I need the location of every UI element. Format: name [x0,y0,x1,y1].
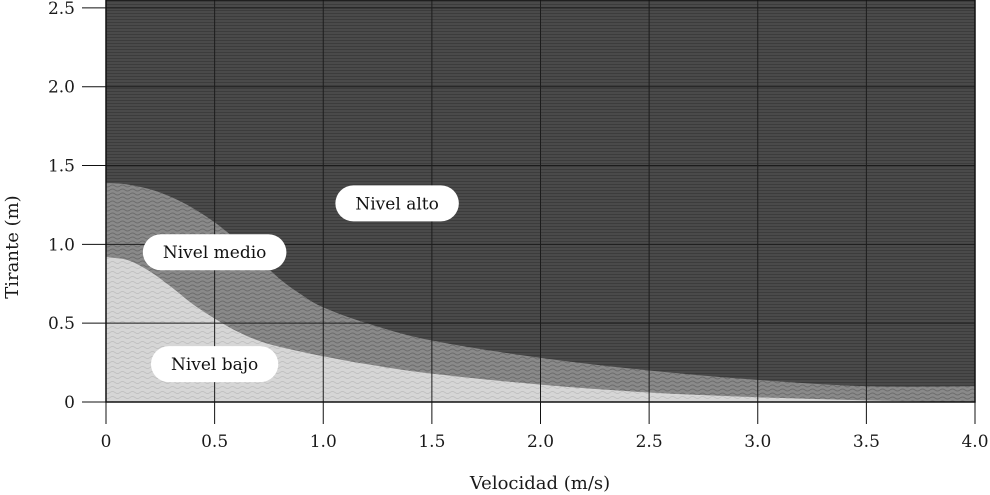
x-tick-label: 2.0 [527,432,554,452]
x-tick-label: 3.5 [853,432,880,452]
zone-label-nivel-bajo: Nivel bajo [150,346,279,383]
y-tick-label: 1.0 [48,235,75,255]
y-tick-label: 0.5 [48,314,75,334]
x-tick-label: 3.0 [744,432,771,452]
y-tick-label: 2.5 [48,0,75,19]
x-axis-title: Velocidad (m/s) [469,473,610,494]
zone-label-nivel-alto: Nivel alto [335,185,459,222]
y-axis: 0 0.5 1.0 1.5 2.0 2.5 [48,0,106,413]
chart-grid [106,0,975,402]
x-tick-label: 0 [101,432,112,452]
x-tick-label: 0.5 [201,432,228,452]
zone-label-text: Nivel medio [163,243,267,263]
zone-label-text: Nivel bajo [171,355,258,375]
zone-label-nivel-medio: Nivel medio [142,234,287,271]
zone-label-pill [150,346,279,383]
x-tick-label: 4.0 [961,432,988,452]
x-tick-label: 1.5 [418,432,445,452]
y-tick-label: 0 [64,393,75,413]
zone-label-text: Nivel alto [355,194,438,214]
x-tick-label: 1.0 [310,432,337,452]
zone-label-pill [142,234,287,271]
x-tick-label: 2.5 [636,432,663,452]
x-axis: 0 0.5 1.0 1.5 2.0 2.5 3.0 3.5 4.0 [101,402,989,452]
y-tick-label: 2.0 [48,78,75,98]
zone-label-pill [335,185,459,222]
zone-labels: Nivel bajo Nivel medio Nivel alto [142,185,459,383]
y-tick-label: 1.5 [48,157,75,177]
y-axis-title: Tirante (m) [2,195,23,298]
